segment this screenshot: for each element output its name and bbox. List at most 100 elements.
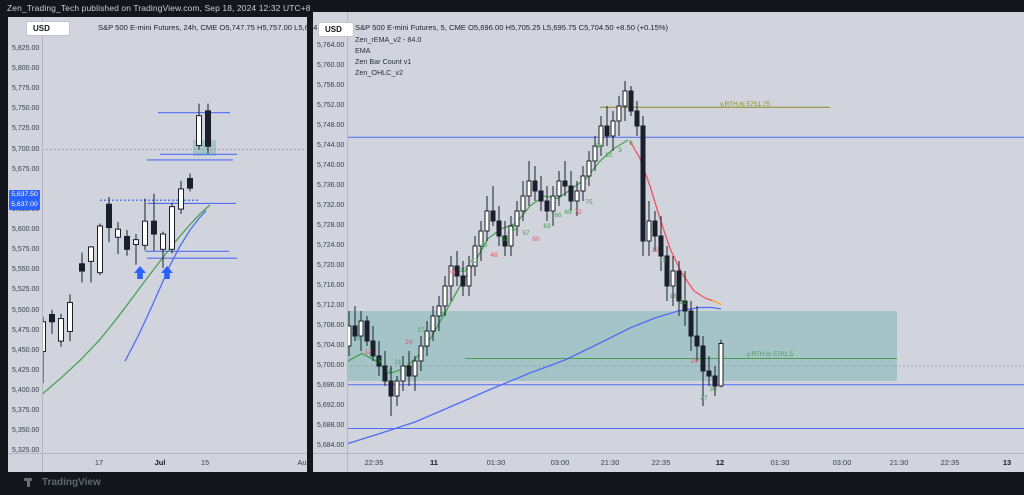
candle-body bbox=[178, 188, 184, 210]
bar-count-label: 24 bbox=[405, 339, 413, 346]
candle-body bbox=[388, 380, 394, 397]
bar-count-label: 6 bbox=[629, 140, 633, 147]
candle-body bbox=[58, 318, 64, 342]
candle-body bbox=[124, 235, 130, 250]
chart-title: S&P 500 E-mini Futures, 24h, CME O5,747.… bbox=[98, 23, 344, 32]
candle-body bbox=[160, 233, 166, 250]
candle-body bbox=[97, 225, 103, 274]
price-axis[interactable]: 5,825.00 5,800.00 5,775.00 5,750.00 5,725.00… bbox=[8, 17, 43, 472]
price-axis-label: 5,525.00 bbox=[12, 286, 40, 294]
candle-body bbox=[616, 105, 622, 122]
price-axis-label: 5,750.00 bbox=[12, 105, 40, 113]
candle-body bbox=[640, 125, 646, 242]
candle-body bbox=[544, 200, 550, 212]
price-axis-label: 5,728.00 bbox=[317, 222, 345, 229]
candle-body bbox=[598, 125, 604, 147]
price-axis-label: 5,675.00 bbox=[12, 165, 40, 173]
time-axis-label: 13 bbox=[1002, 458, 1012, 467]
price-tag: 5,637.50 bbox=[9, 190, 40, 200]
price-axis-label: 5,708.00 bbox=[317, 322, 345, 329]
bar-count-label: 72 bbox=[574, 209, 582, 216]
candle-body bbox=[106, 203, 112, 229]
candle-body bbox=[604, 125, 610, 137]
price-axis-label: 5,375.00 bbox=[12, 407, 40, 415]
candle-body bbox=[364, 320, 370, 342]
time-axis-label: 15 bbox=[200, 458, 210, 467]
bar-count-label: 60 bbox=[532, 236, 540, 243]
candle-body bbox=[205, 110, 211, 147]
price-axis-label: 5,756.00 bbox=[317, 82, 345, 89]
time-axis-label: 17 bbox=[94, 458, 104, 467]
bar-count-label: 54 bbox=[511, 226, 519, 233]
tradingview-logo[interactable]: TradingView bbox=[24, 476, 101, 489]
chart-panel-5min: 5,764.00 5,760.00 5,756.00 5,752.00 5,748.00… bbox=[313, 12, 1024, 472]
bar-count-label: 12 bbox=[651, 247, 659, 254]
candle-body bbox=[187, 177, 193, 189]
candle-body bbox=[514, 210, 520, 227]
price-axis-label: 5,748.00 bbox=[317, 122, 345, 129]
time-axis[interactable]: 17 Jul 15 Au bbox=[8, 453, 307, 472]
price-axis-label: 5,825.00 bbox=[12, 44, 40, 52]
candle-body bbox=[520, 195, 526, 212]
price-axis-label: 5,720.00 bbox=[317, 262, 345, 269]
price-axis-label: 5,550.00 bbox=[12, 266, 40, 274]
indicator-label[interactable]: Zen_OHLC_v2 bbox=[355, 68, 403, 77]
tradingview-logo-text: TradingView bbox=[42, 477, 101, 488]
candle-body bbox=[454, 265, 460, 277]
bar-count-label: 39 bbox=[459, 267, 467, 274]
candle-body bbox=[490, 210, 496, 222]
candle-body bbox=[442, 285, 448, 307]
indicator-label[interactable]: Zen_rEMA_v2 - 84.0 bbox=[355, 35, 422, 44]
candle-body bbox=[670, 270, 676, 287]
price-axis-label: 5,450.00 bbox=[12, 346, 40, 354]
candle-body bbox=[568, 185, 574, 202]
price-axis-label: 5,740.00 bbox=[317, 162, 345, 169]
candle-body bbox=[676, 270, 682, 302]
candle-body bbox=[151, 220, 157, 235]
candle-body bbox=[526, 180, 532, 197]
candle-body bbox=[694, 335, 700, 347]
bar-count-label: 18 bbox=[669, 293, 677, 300]
price-axis-label: 5,500.00 bbox=[12, 306, 40, 314]
price-tag: 5,637.00 bbox=[9, 200, 40, 210]
candle-body bbox=[688, 310, 694, 337]
bar-count-label: 30 bbox=[709, 386, 717, 393]
candle-body bbox=[652, 220, 658, 237]
price-axis-label: 5,800.00 bbox=[12, 65, 40, 72]
candle-body bbox=[502, 235, 508, 247]
candle-body bbox=[412, 360, 418, 377]
candle-body bbox=[352, 325, 358, 337]
chart-title: S&P 500 E-mini Futures, 5, CME O5,696.00… bbox=[355, 23, 669, 32]
indicator-label[interactable]: Zen Bar Count v1 bbox=[355, 57, 412, 66]
bar-count-label: 3 bbox=[618, 147, 622, 154]
currency-toggle-button[interactable]: USD bbox=[26, 21, 70, 36]
moving-average-line bbox=[347, 306, 722, 445]
price-axis-label: 5,704.00 bbox=[317, 342, 345, 349]
candle-body bbox=[358, 320, 364, 337]
time-axis[interactable]: 22:35 11 01:30 03:00 21:30 22:35 12 01:30 03:00 2… bbox=[313, 453, 1024, 472]
candle-body bbox=[628, 90, 634, 112]
price-axis-label: 5,764.00 bbox=[317, 42, 345, 49]
candle-body bbox=[592, 145, 598, 162]
time-axis-label: Au bbox=[297, 458, 307, 467]
tradingview-icon bbox=[24, 476, 37, 489]
level-label: y.RTH.hi 5751.75 bbox=[720, 101, 770, 108]
price-axis-label: 5,724.00 bbox=[317, 242, 345, 249]
bar-count-label: 18 bbox=[385, 367, 393, 374]
candle-body bbox=[610, 120, 616, 137]
moving-average-line bbox=[41, 204, 211, 395]
currency-toggle-button[interactable]: USD bbox=[318, 22, 354, 37]
price-axis[interactable]: 5,764.00 5,760.00 5,756.00 5,752.00 5,748.00… bbox=[313, 12, 348, 472]
bar-count-label: 21 bbox=[394, 359, 402, 366]
indicator-label[interactable]: EMA bbox=[355, 46, 371, 55]
up-arrow-marker bbox=[161, 266, 173, 279]
daily-chart-canvas[interactable] bbox=[8, 17, 307, 472]
candle-body bbox=[682, 300, 688, 312]
candle-body bbox=[142, 220, 148, 246]
attribution-text: Zen_Trading_Tech published on TradingVie… bbox=[7, 3, 311, 13]
bar-count-label: 30 bbox=[439, 311, 447, 318]
bar-count-label: 36 bbox=[448, 269, 456, 276]
price-axis-label: 5,725.00 bbox=[12, 125, 40, 133]
bar-count-label: 48 bbox=[490, 252, 498, 259]
